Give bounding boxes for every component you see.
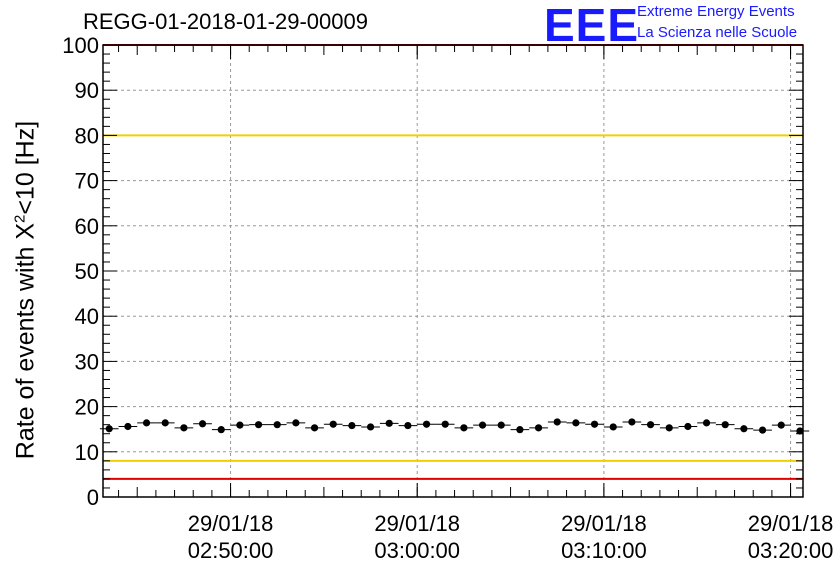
data-point (124, 422, 132, 431)
data-point (180, 424, 188, 432)
data-point (142, 419, 151, 427)
y-tick-label: 10 (75, 440, 99, 465)
data-point (609, 423, 617, 431)
x-tick-label-date: 29/01/18 (374, 511, 460, 536)
data-point (665, 424, 673, 432)
y-tick-label: 30 (75, 349, 99, 374)
x-tick-label-time: 03:10:00 (561, 538, 647, 563)
logo-line-2: La Scienza nelle Scuole (637, 24, 798, 41)
y-tick-label: 80 (75, 123, 99, 148)
data-point (460, 424, 468, 432)
data-point (646, 421, 655, 429)
data-point (329, 420, 337, 428)
y-tick-label: 0 (87, 485, 99, 510)
data-point (161, 419, 169, 427)
data-point (516, 426, 524, 434)
data-point (236, 421, 244, 429)
y-axis-label: Rate of events with X2<10 [Hz] (11, 121, 40, 459)
data-point (740, 425, 748, 433)
x-tick-label-time: 03:00:00 (374, 538, 460, 563)
y-tick-label: 90 (75, 78, 99, 103)
data-point (310, 424, 319, 432)
x-tick-label-date: 29/01/18 (748, 511, 834, 536)
data-point (628, 418, 636, 426)
data-points-layer (99, 418, 810, 435)
data-point (572, 419, 580, 427)
data-point (385, 419, 393, 427)
data-point (702, 419, 711, 427)
grid-layer (103, 45, 803, 497)
data-point (273, 421, 281, 429)
logo-line-1: Extreme Energy Events (637, 3, 795, 20)
data-point (758, 426, 767, 434)
data-point (534, 424, 543, 432)
data-point (366, 423, 375, 431)
data-point (684, 422, 692, 431)
y-tick-label: 100 (62, 33, 99, 58)
y-tick-label: 60 (75, 214, 99, 239)
data-point (348, 421, 356, 430)
axis-tick-labels: 010203040506070809010029/01/1802:50:0029… (62, 33, 833, 563)
data-point (105, 425, 113, 433)
data-point (292, 419, 300, 427)
y-axis-label-prefix: Rate of events with X (11, 222, 40, 460)
y-tick-label: 70 (75, 169, 99, 194)
axis-ticks (103, 44, 803, 498)
data-point (198, 420, 207, 428)
data-point (478, 421, 487, 429)
data-point (422, 420, 431, 428)
data-point (404, 421, 412, 430)
data-point (497, 421, 505, 429)
data-point (254, 421, 263, 429)
reference-lines (103, 44, 803, 480)
x-tick-label-time: 03:20:00 (748, 538, 834, 563)
y-axis-label-superscript: 2 (11, 214, 29, 223)
data-point (553, 418, 561, 426)
eee-logo: EEE (544, 0, 640, 51)
chart-title: REGG-01-2018-01-29-00009 (83, 9, 368, 34)
y-tick-label: 20 (75, 395, 99, 420)
x-tick-label-date: 29/01/18 (561, 511, 647, 536)
data-point (777, 421, 785, 429)
data-point (796, 427, 804, 435)
y-tick-label: 40 (75, 304, 99, 329)
data-point (217, 426, 225, 434)
y-tick-label: 50 (75, 259, 99, 284)
data-point (441, 420, 449, 428)
data-point (590, 420, 599, 428)
y-axis-label-suffix: <10 [Hz] (11, 120, 40, 215)
x-tick-label-time: 02:50:00 (188, 538, 274, 563)
data-point (721, 421, 729, 429)
x-tick-label-date: 29/01/18 (188, 511, 274, 536)
